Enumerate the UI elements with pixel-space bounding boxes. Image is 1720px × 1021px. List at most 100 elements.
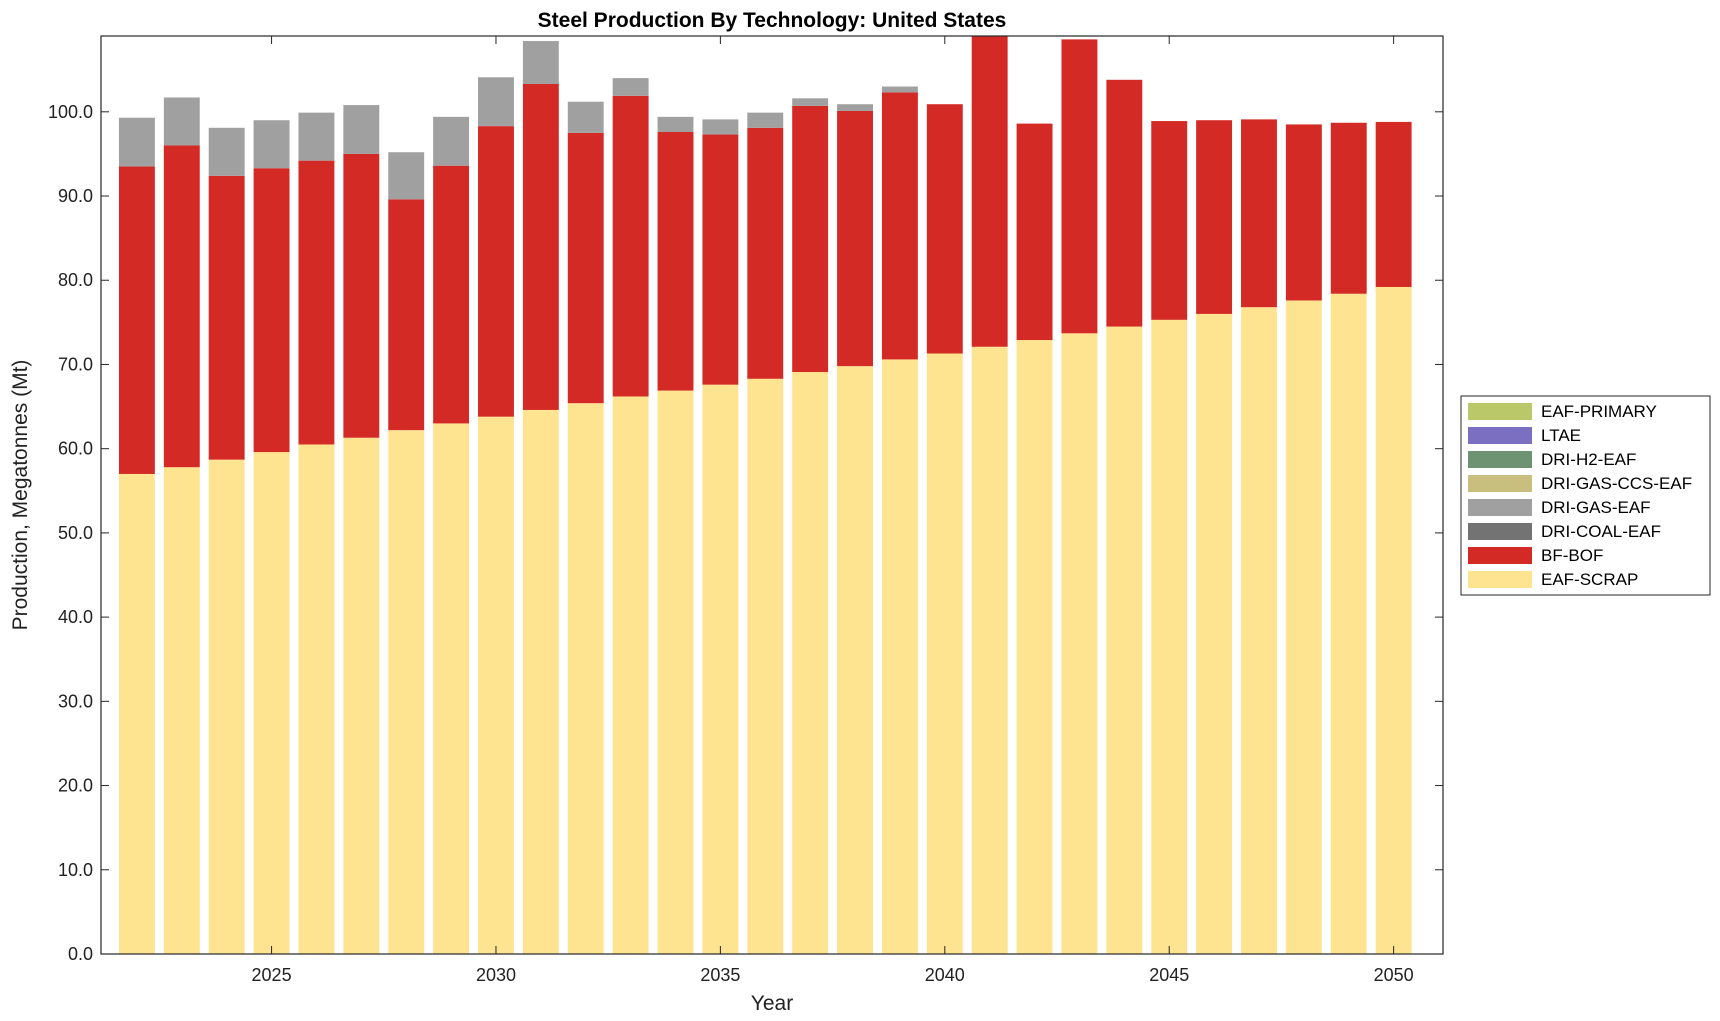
legend-label-dri-gas-eaf: DRI-GAS-EAF xyxy=(1541,498,1651,517)
bar-bf-bof-2028 xyxy=(388,199,425,431)
bar-dri-gas-eaf-2038 xyxy=(837,104,873,111)
legend-label-eaf-primary: EAF-PRIMARY xyxy=(1541,402,1657,421)
bar-bf-bof-2044 xyxy=(1106,79,1143,327)
bar-eaf-scrap-2031 xyxy=(522,409,559,954)
bar-dri-gas-eaf-2022 xyxy=(118,117,155,167)
bar-eaf-scrap-2037 xyxy=(792,372,829,954)
chart-title: Steel Production By Technology: United S… xyxy=(538,9,1007,32)
bar-eaf-scrap-2035 xyxy=(702,384,739,954)
legend-swatch-dri-gas-eaf xyxy=(1468,499,1532,516)
bar-dri-gas-eaf-2029 xyxy=(433,116,470,166)
x-tick-label: 2025 xyxy=(252,965,292,985)
bar-dri-gas-eaf-2030 xyxy=(478,77,514,127)
bar-eaf-scrap-2030 xyxy=(478,416,514,954)
y-tick-label: 10.0 xyxy=(58,860,93,880)
legend-label-dri-gas-ccs-eaf: DRI-GAS-CCS-EAF xyxy=(1541,474,1692,493)
bar-dri-gas-eaf-2025 xyxy=(253,120,290,169)
bar-bf-bof-2040 xyxy=(926,104,963,354)
bar-bf-bof-2037 xyxy=(792,105,829,373)
bar-bf-bof-2031 xyxy=(522,84,559,410)
bar-bf-bof-2043 xyxy=(1061,39,1098,334)
bar-bf-bof-2048 xyxy=(1285,124,1322,301)
y-tick-label: 70.0 xyxy=(58,354,93,374)
bar-eaf-scrap-2036 xyxy=(747,378,784,954)
bar-dri-gas-eaf-2033 xyxy=(612,78,649,96)
bar-eaf-scrap-2039 xyxy=(881,359,918,954)
bar-bf-bof-2042 xyxy=(1016,123,1053,341)
bar-eaf-scrap-2048 xyxy=(1285,300,1322,954)
bar-dri-gas-eaf-2037 xyxy=(792,98,829,106)
bar-bf-bof-2036 xyxy=(747,127,784,379)
bar-dri-gas-eaf-2032 xyxy=(567,101,604,133)
bar-bf-bof-2026 xyxy=(298,160,335,445)
bar-bf-bof-2022 xyxy=(118,166,155,474)
legend-swatch-eaf-primary xyxy=(1468,403,1532,420)
y-tick-label: 30.0 xyxy=(58,691,93,711)
bar-bf-bof-2046 xyxy=(1196,120,1233,314)
bar-bf-bof-2027 xyxy=(343,153,380,438)
bar-bf-bof-2041 xyxy=(971,36,1008,347)
bar-dri-gas-eaf-2028 xyxy=(388,152,425,200)
x-tick-label: 2035 xyxy=(700,965,740,985)
y-tick-label: 50.0 xyxy=(58,523,93,543)
bar-eaf-scrap-2038 xyxy=(837,366,873,954)
bar-bf-bof-2023 xyxy=(163,145,200,468)
bar-eaf-scrap-2041 xyxy=(971,346,1008,954)
bar-dri-gas-eaf-2031 xyxy=(522,41,559,84)
bar-eaf-scrap-2032 xyxy=(567,403,604,954)
plot-frame xyxy=(100,35,1444,955)
x-tick-label: 2030 xyxy=(476,965,516,985)
y-tick-label: 40.0 xyxy=(58,607,93,627)
bar-eaf-scrap-2047 xyxy=(1241,307,1277,954)
x-axis-label: Year xyxy=(751,992,793,1015)
bar-bf-bof-2033 xyxy=(612,95,649,397)
x-tick-label: 2045 xyxy=(1149,965,1189,985)
bar-dri-gas-eaf-2023 xyxy=(163,97,200,146)
bar-eaf-scrap-2025 xyxy=(253,452,290,954)
bar-bf-bof-2039 xyxy=(881,92,918,360)
bar-dri-gas-eaf-2036 xyxy=(747,112,784,128)
bar-eaf-scrap-2028 xyxy=(388,430,425,954)
legend-label-ltae: LTAE xyxy=(1541,426,1581,445)
legend-swatch-dri-coal-eaf xyxy=(1468,523,1532,540)
bar-dri-gas-eaf-2024 xyxy=(208,127,245,176)
y-tick-label: 80.0 xyxy=(58,270,93,290)
y-tick-label: 0.0 xyxy=(68,944,93,964)
y-tick-label: 20.0 xyxy=(58,776,93,796)
bar-eaf-scrap-2045 xyxy=(1151,319,1188,954)
ticks-layer: 0.0 10.0 20.0 30.0 40.0 50.0 60.0 70.0 80.0 90.0 1… xyxy=(48,36,1443,985)
bar-eaf-scrap-2034 xyxy=(657,390,694,954)
y-tick-label: 90.0 xyxy=(58,186,93,206)
bar-bf-bof-2032 xyxy=(567,132,604,404)
legend-label-dri-coal-eaf: DRI-COAL-EAF xyxy=(1541,522,1661,541)
legend-swatch-dri-h2-eaf xyxy=(1468,451,1532,468)
bar-bf-bof-2029 xyxy=(433,165,470,424)
y-tick-label: 60.0 xyxy=(58,439,93,459)
bar-eaf-scrap-2044 xyxy=(1106,326,1143,954)
bar-eaf-scrap-2022 xyxy=(118,473,155,954)
bar-bf-bof-2038 xyxy=(837,110,873,367)
legend-box xyxy=(1460,395,1711,596)
bar-eaf-scrap-2050 xyxy=(1375,286,1412,955)
legend-swatch-dri-gas-ccs-eaf xyxy=(1468,475,1532,492)
bar-eaf-scrap-2042 xyxy=(1016,340,1053,954)
bar-eaf-scrap-2024 xyxy=(208,459,245,954)
x-tick-label: 2040 xyxy=(925,965,965,985)
y-tick-label: 100.0 xyxy=(48,102,93,122)
bar-bf-bof-2049 xyxy=(1330,122,1367,294)
bar-eaf-scrap-2027 xyxy=(343,437,380,955)
bar-eaf-scrap-2043 xyxy=(1061,333,1098,954)
bar-dri-gas-eaf-2027 xyxy=(343,105,380,154)
bar-bf-bof-2025 xyxy=(253,168,290,453)
legend: EAF-PRIMARY LTAE DRI-H2-EAF DRI-GAS-CCS-EAF… xyxy=(1460,395,1711,596)
bar-eaf-scrap-2033 xyxy=(612,396,649,955)
legend-swatch-eaf-scrap xyxy=(1468,571,1532,588)
bars-layer xyxy=(118,36,1412,955)
bar-eaf-scrap-2026 xyxy=(298,444,335,954)
bar-eaf-scrap-2049 xyxy=(1330,293,1367,955)
bar-bf-bof-2034 xyxy=(657,132,694,391)
bar-eaf-scrap-2023 xyxy=(163,467,200,954)
y-axis-label: Production, Megatonnes (Mt) xyxy=(9,360,32,631)
